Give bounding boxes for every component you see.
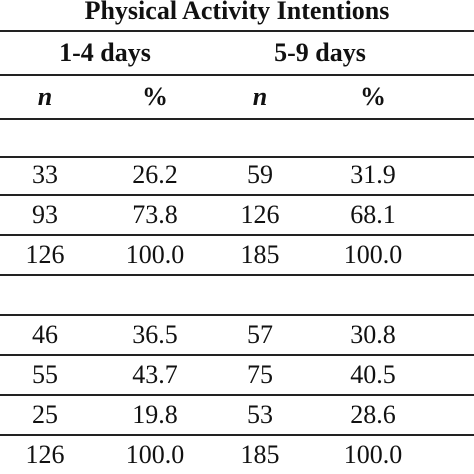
cell-total: 185	[240, 240, 280, 269]
subheader-percent: %	[360, 82, 386, 111]
cell-value: 73.8	[132, 200, 178, 229]
cell-total: 100.0	[343, 440, 403, 469]
row-rule	[0, 434, 474, 436]
table-title: Physical Activity Intentions	[84, 0, 390, 25]
cell-value-clipped: 6	[462, 400, 474, 430]
cell-value: 28.6	[350, 400, 396, 429]
row-rule	[0, 234, 474, 236]
cell-total: 100.0	[343, 240, 403, 269]
cell-value: 26.2	[132, 160, 178, 189]
subheader-percent: %	[142, 82, 168, 111]
group-header-1-4-days: 1-4 days	[59, 38, 151, 67]
subheader-n: n	[252, 82, 268, 111]
cell-total: 126	[25, 440, 65, 469]
cell-total-clipped: 1	[462, 440, 474, 470]
cell-value: 126	[240, 200, 280, 229]
group-rule	[0, 74, 474, 76]
cell-value: 36.5	[132, 320, 178, 349]
cell-total: 100.0	[125, 240, 185, 269]
cell-value: 53	[247, 400, 273, 429]
cell-value: 33	[32, 160, 58, 189]
subheader-n-clipped: n	[462, 82, 474, 112]
cell-value: 46	[32, 320, 58, 349]
cell-value: 57	[247, 320, 273, 349]
cell-value: 75	[247, 360, 273, 389]
cell-total-clipped: 1	[462, 240, 474, 270]
row-rule	[0, 194, 474, 196]
cell-value: 55	[32, 360, 58, 389]
row-rule	[0, 274, 474, 276]
row-rule	[0, 314, 474, 316]
subheader-n: n	[37, 82, 53, 111]
title-rule	[0, 30, 474, 32]
row-rule	[0, 394, 474, 396]
cell-value: 40.5	[350, 360, 396, 389]
cell-value: 68.1	[350, 200, 396, 229]
cell-value: 25	[32, 400, 58, 429]
row-rule	[0, 354, 474, 356]
cell-total: 185	[240, 440, 280, 469]
cell-value: 31.9	[350, 160, 396, 189]
cell-value: 30.8	[350, 320, 396, 349]
row-rule	[0, 156, 474, 158]
cell-total: 100.0	[125, 440, 185, 469]
cell-value-clipped: 5	[462, 160, 474, 190]
cell-value-clipped: 4	[462, 320, 474, 350]
cell-value: 59	[247, 160, 273, 189]
cell-total: 126	[25, 240, 65, 269]
cell-value: 93	[32, 200, 58, 229]
cell-value-clipped: 9	[462, 200, 474, 230]
cell-value: 19.8	[132, 400, 178, 429]
cell-value: 43.7	[132, 360, 178, 389]
group-header-5-9-days: 5-9 days	[274, 38, 366, 67]
cell-value-clipped: 7	[462, 360, 474, 390]
header-rule	[0, 118, 474, 120]
